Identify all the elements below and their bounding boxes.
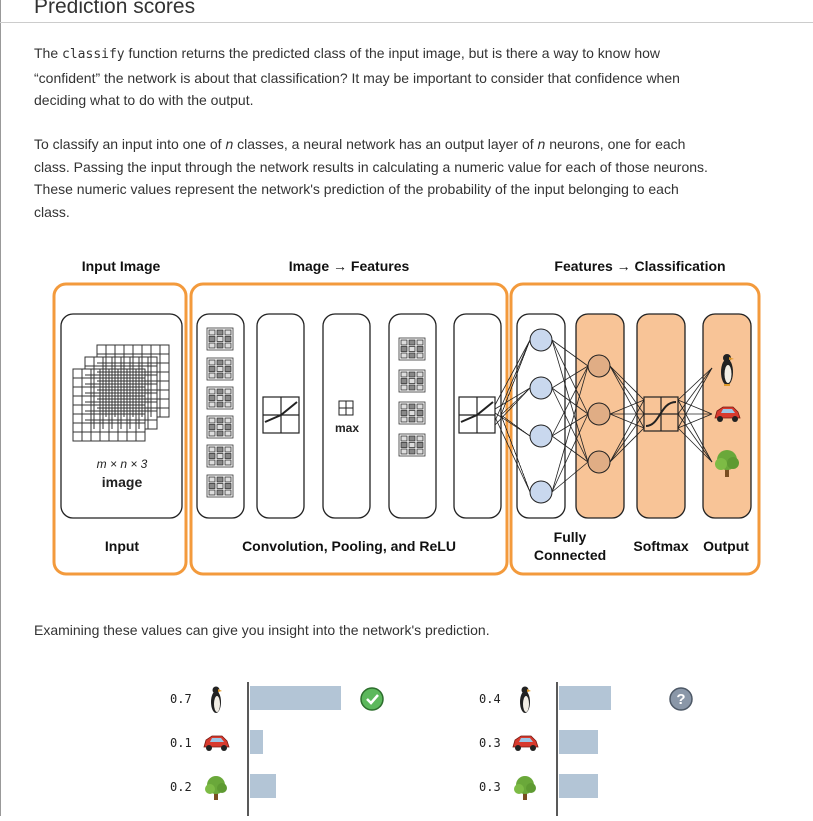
- score-value: 0.3: [479, 780, 501, 794]
- feature-map-icon: [398, 433, 426, 457]
- feature-map-icon: [206, 327, 234, 351]
- feature-map-icon: [206, 386, 234, 410]
- max-pool-icon: [338, 400, 354, 416]
- check-icon: [360, 687, 384, 711]
- score-value: 0.7: [170, 692, 192, 706]
- feature-map-icon: [398, 401, 426, 425]
- score-bar: [250, 774, 276, 798]
- footer-connected: Connected: [534, 547, 606, 563]
- relu-icon: [262, 396, 300, 434]
- paragraph-output-layer: To classify an input into one of n class…: [34, 136, 708, 220]
- section-title: Prediction scores: [34, 0, 196, 18]
- score-bar: [559, 774, 598, 798]
- relu-icon: [458, 396, 496, 434]
- prediction-scores: 0.7 0.1 0.2 0.4 0.3 0.3?: [0, 670, 813, 816]
- classify-code: classify: [62, 47, 125, 62]
- footer-fully: Fully: [554, 529, 587, 545]
- penguin-icon: [520, 686, 531, 713]
- scores-left-panel: 0.7 0.1 0.2: [170, 682, 384, 816]
- footer-softmax: Softmax: [633, 538, 688, 554]
- footer-conv: Convolution, Pooling, and ReLU: [242, 538, 456, 554]
- header-features-classification: Features → Classification: [554, 258, 725, 274]
- feature-map-icon: [206, 357, 234, 381]
- neuron: [587, 402, 611, 426]
- neuron: [529, 328, 553, 352]
- input-group-box: [52, 282, 188, 576]
- fc-input-column: [516, 313, 566, 519]
- neuron: [529, 480, 553, 504]
- hidden-neurons: [587, 354, 611, 474]
- classification-group-box: [509, 282, 761, 576]
- tree-icon: [514, 776, 536, 800]
- input-image-label: image: [102, 474, 143, 490]
- penguin-icon: [721, 354, 734, 386]
- footer-output: Output: [703, 538, 749, 554]
- neuron: [587, 354, 611, 378]
- input-image-grids: [72, 344, 170, 442]
- footer-input: Input: [105, 538, 140, 554]
- score-bar: [250, 686, 341, 710]
- input-dims-label: m × n × 3: [97, 457, 148, 471]
- neuron: [529, 376, 553, 400]
- feature-map-icon: [398, 369, 426, 393]
- car-icon: [512, 735, 539, 751]
- cnn-diagram: Input Image Image → Features Features → …: [0, 250, 813, 580]
- score-bar: [250, 730, 263, 754]
- penguin-icon: [211, 686, 222, 713]
- softmax-icon: [643, 396, 679, 432]
- tree-icon: [205, 776, 227, 800]
- scores-right-panel: 0.4 0.3 0.3?: [479, 682, 693, 816]
- score-value: 0.3: [479, 736, 501, 750]
- neuron: [529, 424, 553, 448]
- max-label: max: [335, 421, 359, 435]
- feature-map-icon: [206, 444, 234, 468]
- score-bar: [559, 686, 611, 710]
- left-border: [0, 0, 1, 816]
- input-neurons: [529, 328, 553, 504]
- score-bar: [559, 730, 598, 754]
- car-icon: [203, 735, 230, 751]
- paragraph-classify: The classify function returns the predic…: [34, 45, 680, 109]
- svg-text:?: ?: [676, 691, 685, 708]
- score-value: 0.4: [479, 692, 501, 706]
- feature-map-icon: [206, 415, 234, 439]
- title-rule: [0, 22, 813, 23]
- header-image-features: Image → Features: [289, 258, 410, 274]
- pool-column: [322, 313, 371, 519]
- paragraph-examining: Examining these values can give you insi…: [34, 622, 490, 638]
- tree-icon: [715, 450, 739, 477]
- score-value: 0.1: [170, 736, 192, 750]
- car-icon: [714, 406, 741, 422]
- feature-map-icon: [206, 474, 234, 498]
- question-icon: ?: [669, 687, 693, 711]
- feature-map-icon: [398, 337, 426, 361]
- neuron: [587, 450, 611, 474]
- conv-group-box: [189, 282, 509, 576]
- score-value: 0.2: [170, 780, 192, 794]
- header-input-image: Input Image: [82, 258, 161, 274]
